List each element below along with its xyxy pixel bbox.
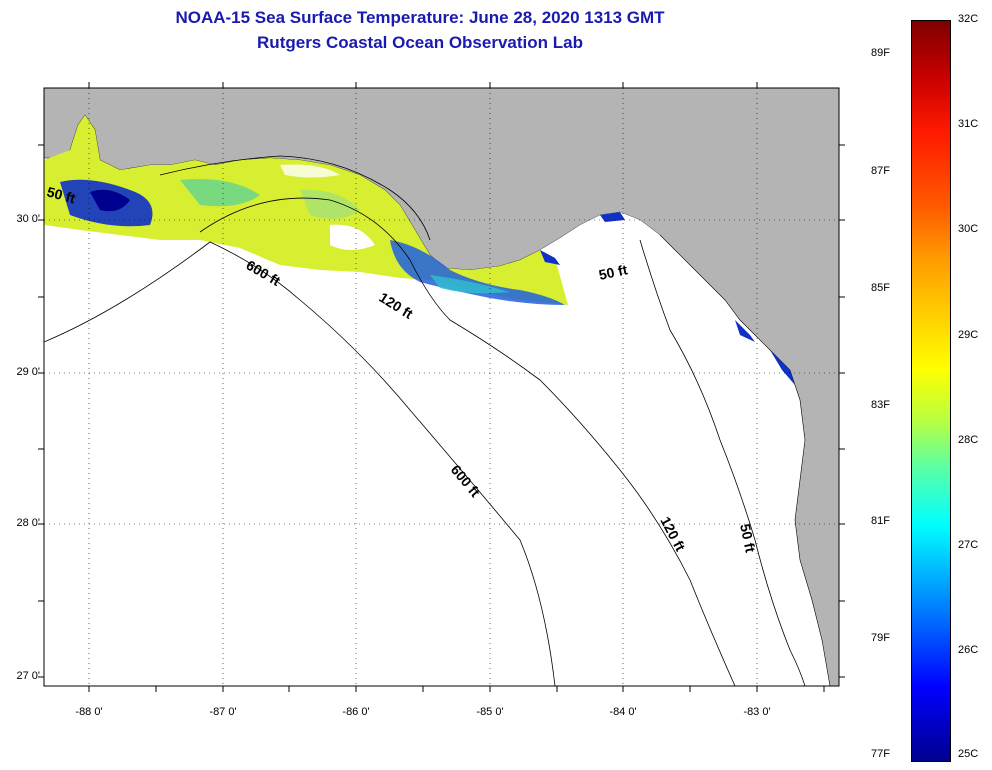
contour-label-50ft-west: 50 ft — [45, 183, 77, 206]
colorbar-f-83: 83F — [871, 399, 890, 411]
colorbar-c-27: 27C — [958, 539, 979, 551]
colorbar-c-28: 28C — [958, 434, 979, 446]
contour-50ft — [639, 239, 806, 686]
cold-core-west — [90, 189, 130, 212]
colorbar-f-81: 81F — [871, 515, 890, 527]
map-title: NOAA-15 Sea Surface Temperature: June 28… — [175, 8, 665, 27]
axis-ticks — [38, 82, 845, 692]
colorbar-c-32: 32C — [958, 13, 979, 25]
contour-600ft — [44, 241, 556, 686]
sst-data-band — [44, 115, 568, 305]
fringe-4 — [770, 350, 795, 385]
lon-label-88: -88 0' — [75, 706, 103, 718]
colorbar-c-30: 30C — [958, 223, 979, 235]
coastal-cloud-gap — [540, 212, 660, 258]
colorbar-f-87: 87F — [871, 165, 890, 177]
contour-coast-50ft — [159, 155, 431, 241]
lat-label-27: 27 0' — [16, 670, 40, 682]
colorbar-f-85: 85F — [871, 282, 890, 294]
temperature-colorbar — [911, 20, 951, 762]
contour-label-50ft-bigbend: 50 ft — [597, 261, 629, 283]
lon-label-85: -85 0' — [476, 706, 504, 718]
cloud-patch — [330, 224, 375, 250]
lat-label-30: 30 0' — [16, 213, 40, 225]
green-patch — [180, 179, 260, 207]
colorbar-c-29: 29C — [958, 329, 979, 341]
colorbar-c-25: 25C — [958, 748, 979, 760]
colorbar-c-26: 26C — [958, 644, 979, 656]
lon-label-84: -84 0' — [609, 706, 637, 718]
lat-label-28: 28 0' — [16, 517, 40, 529]
lon-label-83: -83 0' — [743, 706, 771, 718]
map-frame — [43, 87, 840, 687]
cloud-patch-2 — [280, 164, 340, 178]
fringe-3 — [735, 320, 755, 342]
green-patch-2 — [300, 189, 360, 219]
colorbar-f-89: 89F — [871, 47, 890, 59]
fringe-1 — [540, 250, 560, 265]
lon-label-86: -86 0' — [342, 706, 370, 718]
lat-label-29: 29 0' — [16, 366, 40, 378]
contour-label-50ft-south: 50 ft — [737, 522, 759, 554]
map-subtitle: Rutgers Coastal Ocean Observation Lab — [257, 33, 583, 52]
colorbar-f-79: 79F — [871, 632, 890, 644]
contour-120ft — [199, 197, 736, 686]
fringe-2 — [600, 212, 625, 222]
colorbar-c-31: 31C — [958, 118, 979, 130]
colorbar-f-77: 77F — [871, 748, 890, 760]
lon-label-87: -87 0' — [209, 706, 237, 718]
